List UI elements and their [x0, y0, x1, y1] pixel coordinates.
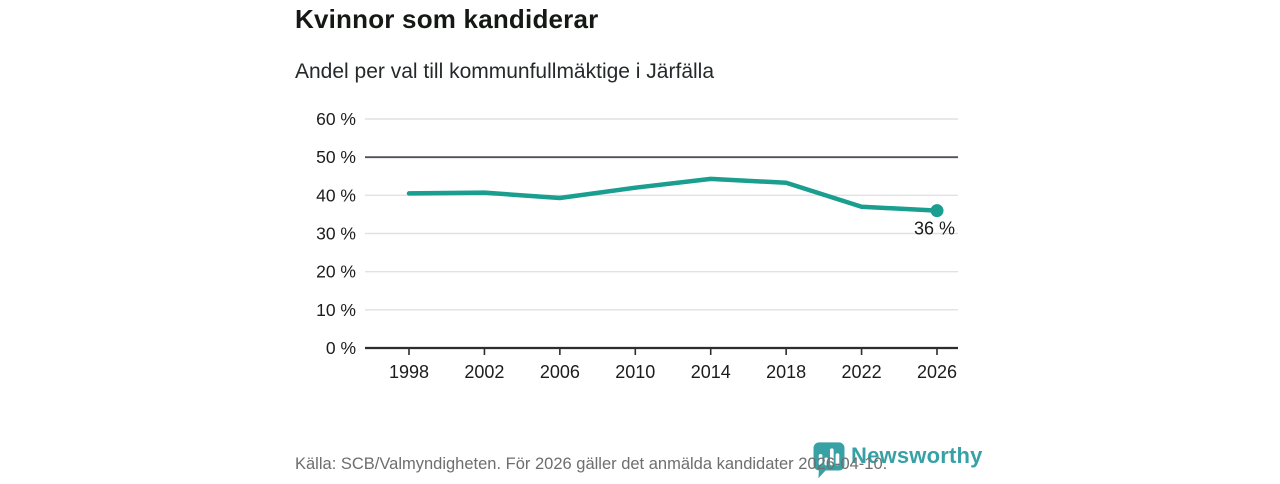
- line-chart: 0 % 10 % 20 % 30 % 40 % 50 % 60 % 1998 2002 2006 2…: [290, 100, 990, 400]
- y-axis-tick-label: 0 %: [326, 338, 356, 358]
- end-point-value-label: 36 %: [914, 219, 955, 239]
- x-axis-tick-label: 2010: [615, 362, 655, 382]
- data-line-series: [406, 176, 940, 213]
- y-axis-tick-label: 30 %: [316, 224, 356, 244]
- y-axis-tick-label: 60 %: [316, 109, 356, 129]
- end-point-marker: [930, 204, 944, 218]
- y-axis-tick-label: 20 %: [316, 262, 356, 282]
- page-subtitle: Andel per val till kommunfullmäktige i J…: [295, 60, 715, 83]
- source-note: Källa: SCB/Valmyndigheten. För 2026 gäll…: [295, 455, 888, 473]
- x-axis-tick-label: 1998: [389, 362, 429, 382]
- x-axis-tick-label: 2022: [842, 362, 882, 382]
- newsworthy-logo: Newsworthy: [812, 441, 983, 484]
- line-chart-svg: 0 % 10 % 20 % 30 % 40 % 50 % 60 % 1998 2002 2006 2…: [316, 109, 958, 382]
- x-axis-tick-label: 2018: [766, 362, 806, 382]
- y-axis-tick-label: 10 %: [316, 300, 356, 320]
- newsworthy-wordmark: Newsworthy: [851, 443, 983, 468]
- newsworthy-pin-icon: [812, 441, 846, 484]
- x-axis-tick-label: 2002: [464, 362, 504, 382]
- page-title: Kvinnor som kandiderar: [295, 4, 599, 34]
- y-axis-tick-label: 50 %: [316, 147, 356, 167]
- y-axis-tick-label: 40 %: [316, 185, 356, 205]
- x-axis-tick-label: 2026: [917, 362, 957, 382]
- x-axis-tick-label: 2014: [691, 362, 731, 382]
- x-axis-tick-label: 2006: [540, 362, 580, 382]
